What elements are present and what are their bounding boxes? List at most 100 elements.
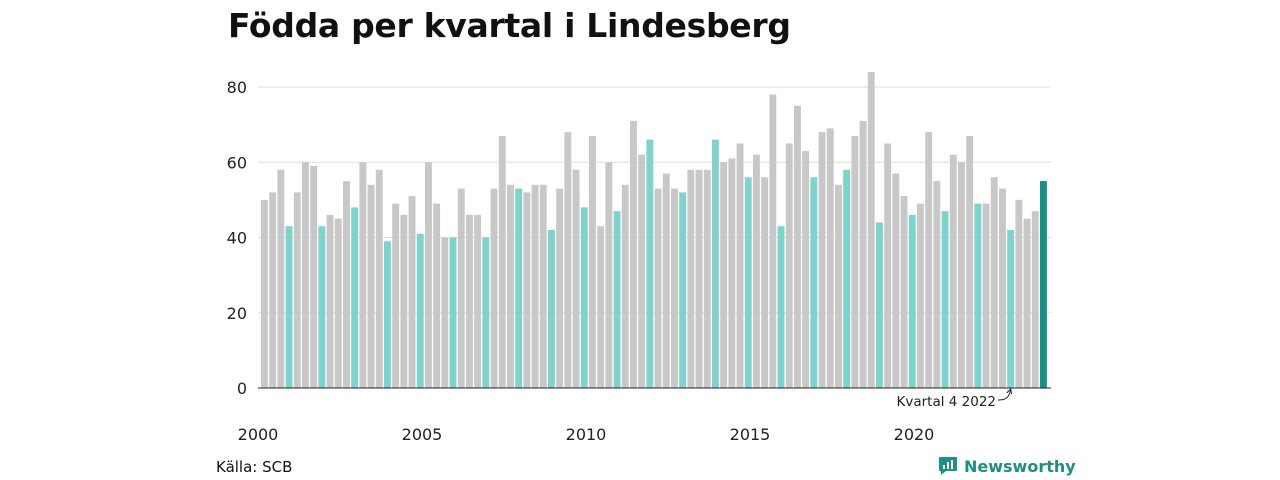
- bar: [1007, 229, 1015, 388]
- x-tick-label: 2020: [894, 425, 935, 444]
- bar: [941, 211, 949, 388]
- bar: [876, 222, 883, 388]
- bar: [999, 188, 1006, 388]
- bar: [416, 233, 424, 388]
- x-tick-label: 2010: [566, 425, 607, 444]
- annotation-label: Kvartal 4 2022: [896, 394, 996, 410]
- y-tick-label: 20: [227, 304, 247, 323]
- bar: [802, 150, 810, 388]
- bar: [982, 203, 990, 388]
- bar: [1040, 181, 1047, 388]
- newsworthy-logo-icon: [939, 457, 957, 475]
- bar: [531, 184, 539, 388]
- bar: [367, 184, 375, 388]
- annotation-arrowhead: [1006, 387, 1013, 395]
- bar: [392, 203, 400, 388]
- bar: [925, 132, 933, 388]
- bar: [466, 214, 473, 388]
- source-label: Källa: SCB: [216, 458, 293, 476]
- bar: [490, 188, 498, 388]
- bar: [933, 181, 941, 388]
- bar: [720, 162, 728, 388]
- bar: [892, 173, 900, 388]
- bar: [621, 184, 629, 388]
- bar: [736, 143, 744, 388]
- bar: [269, 192, 277, 388]
- brand-logo: Newsworthy: [938, 456, 1076, 476]
- bar: [794, 105, 801, 388]
- bar: [761, 177, 769, 388]
- bar: [949, 154, 957, 388]
- bar: [457, 188, 465, 388]
- y-tick-label: 60: [227, 153, 247, 172]
- bar: [589, 135, 596, 388]
- bar: [580, 207, 588, 388]
- bar: [261, 199, 268, 389]
- bar: [826, 128, 834, 388]
- bar: [482, 237, 490, 388]
- bar: [671, 188, 678, 388]
- bar: [605, 162, 613, 388]
- bar: [400, 214, 408, 388]
- bar: [449, 237, 457, 388]
- bar: [277, 169, 285, 388]
- bar: [613, 211, 621, 388]
- bar: [1031, 211, 1039, 388]
- bar: [867, 71, 875, 388]
- bar: [1023, 218, 1031, 388]
- bar: [302, 162, 309, 388]
- bar: [662, 173, 670, 388]
- bar: [638, 154, 646, 388]
- bar: [556, 188, 564, 388]
- bar: [572, 169, 580, 388]
- x-tick-label: 2005: [402, 425, 443, 444]
- bar: [523, 192, 531, 388]
- bar: [474, 214, 482, 388]
- bar: [974, 203, 982, 388]
- y-tick-label: 40: [227, 229, 247, 248]
- bar: [548, 229, 555, 388]
- x-tick-label: 2015: [730, 425, 771, 444]
- bar: [818, 132, 826, 388]
- bar: [326, 214, 334, 388]
- bar: [859, 120, 867, 389]
- bar: [334, 218, 342, 388]
- bar: [293, 192, 301, 388]
- bar: [507, 184, 514, 388]
- y-tick-label: 80: [227, 78, 247, 97]
- bar: [785, 143, 793, 388]
- bar: [843, 169, 851, 388]
- bar: [359, 162, 367, 388]
- bar: [539, 184, 547, 388]
- bar: [695, 169, 703, 388]
- bar: [990, 177, 998, 388]
- bar: [810, 177, 818, 388]
- bar: [703, 169, 711, 388]
- brand-name: Newsworthy: [964, 456, 1076, 476]
- bar: [1015, 199, 1023, 389]
- bar: [654, 188, 662, 388]
- bar: [958, 162, 965, 388]
- bar: [384, 241, 391, 388]
- bar: [310, 166, 318, 388]
- bar: [679, 192, 687, 388]
- bar: [318, 226, 326, 388]
- bar: [835, 184, 842, 388]
- bar: [777, 226, 785, 388]
- bar: [630, 120, 637, 389]
- bar: [433, 203, 441, 388]
- bar: [441, 237, 449, 388]
- bar: [712, 139, 719, 388]
- x-tick-label: 2000: [238, 425, 279, 444]
- bar: [908, 214, 916, 388]
- bar: [728, 158, 736, 388]
- bar: [408, 196, 416, 388]
- bar: [564, 132, 572, 388]
- bar: [753, 154, 760, 388]
- chart-title: Födda per kvartal i Lindesberg: [228, 6, 791, 45]
- bar: [515, 188, 523, 388]
- bar: [498, 135, 506, 388]
- bar: [851, 135, 859, 388]
- bar: [646, 139, 654, 388]
